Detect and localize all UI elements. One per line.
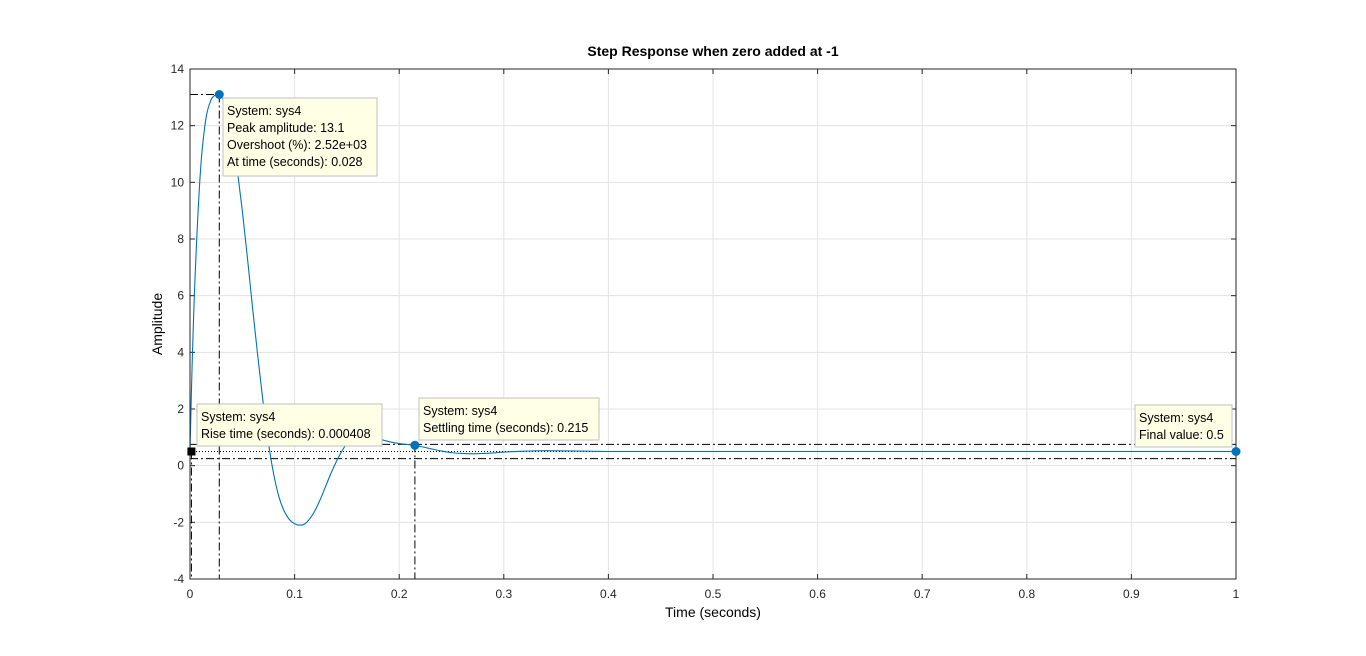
data-tip-text: System: sys4 [423, 404, 497, 418]
x-tick-label: 0.2 [391, 587, 408, 601]
data-tip-text: Overshoot (%): 2.52e+03 [227, 138, 367, 152]
data-tip-box [418, 397, 600, 441]
y-axis-label: Amplitude [149, 293, 165, 355]
data-tip[interactable]: System: sys4 Rise time (seconds): 0.00040… [196, 403, 383, 447]
data-tip-text: At time (seconds): 0.028 [227, 155, 363, 169]
y-tick-label: 6 [177, 289, 184, 303]
data-tip-marker[interactable] [1231, 447, 1241, 456]
rise-time-marker[interactable] [187, 447, 196, 456]
data-tip-text: Final value: 0.5 [1139, 428, 1224, 442]
x-tick-label: 0.8 [1018, 587, 1035, 601]
data-tip-marker[interactable] [214, 90, 224, 99]
x-tick-label: 0.7 [914, 587, 931, 601]
data-tip-box [196, 403, 383, 447]
y-tick-label: 0 [177, 459, 184, 473]
data-tip-box [222, 97, 378, 177]
x-axis-label: Time (seconds) [665, 604, 761, 620]
x-tick-label: 0 [187, 587, 194, 601]
y-tick-label: 12 [171, 119, 185, 133]
data-tip[interactable]: System: sys4 Settling time (seconds): 0.2… [418, 397, 600, 441]
data-tip-text: Peak amplitude: 13.1 [227, 121, 344, 135]
y-tick-label: 14 [171, 62, 185, 76]
data-tips: System: sys4 Peak amplitude: 13.1 Overshoo… [196, 97, 1233, 448]
plot-area-frame [189, 68, 1237, 580]
data-tip-box [1134, 404, 1233, 448]
data-tip-text: System: sys4 [227, 104, 301, 118]
x-tick-label: 1 [1233, 587, 1240, 601]
x-tick-label: 0.5 [705, 587, 722, 601]
x-tick-label: 0.1 [286, 587, 303, 601]
x-tick-label: 0.9 [1123, 587, 1140, 601]
data-tip-text: Settling time (seconds): 0.215 [423, 421, 588, 435]
y-tick-label: -2 [173, 515, 184, 529]
y-tick-label: 8 [177, 232, 184, 246]
data-tip-text: System: sys4 [1139, 411, 1213, 425]
data-tip[interactable]: System: sys4 Peak amplitude: 13.1 Overshoo… [222, 97, 378, 177]
data-tip-text: Rise time (seconds): 0.000408 [201, 427, 371, 441]
x-tick-label: 0.3 [495, 587, 512, 601]
y-tick-label: 10 [171, 175, 185, 189]
chart-title: Step Response when zero added at -1 [587, 43, 838, 59]
data-tip[interactable]: System: sys4 Final value: 0.5 [1134, 404, 1233, 448]
x-tick-label: 0.4 [600, 587, 617, 601]
y-tick-label: 4 [177, 345, 184, 359]
y-tick-label: -4 [173, 572, 184, 586]
data-tip-marker[interactable] [410, 440, 420, 450]
data-tip-markers [187, 90, 1241, 456]
data-tip-text: System: sys4 [201, 410, 275, 424]
y-tick-label: 2 [177, 402, 184, 416]
x-tick-label: 0.6 [809, 587, 826, 601]
